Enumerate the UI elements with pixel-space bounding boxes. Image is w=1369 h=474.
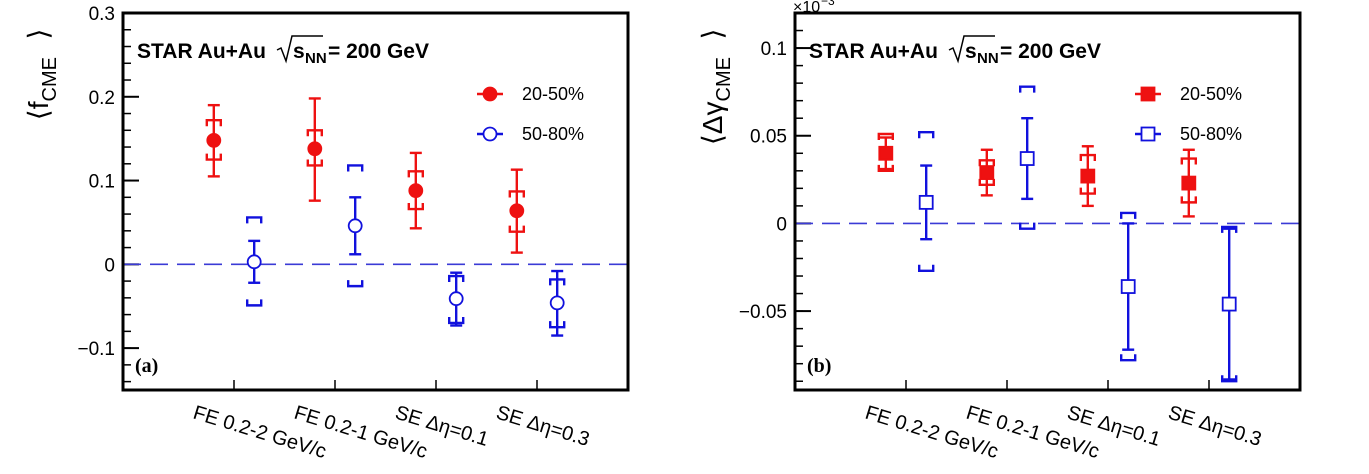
y-tick-label: 0.3 bbox=[89, 4, 115, 25]
sys-error-bracket bbox=[205, 153, 222, 161]
sys-error-bracket bbox=[1019, 222, 1036, 230]
sys-error-bracket bbox=[448, 274, 465, 283]
data-point bbox=[918, 194, 934, 210]
y-tick-label: 0.05 bbox=[750, 127, 787, 148]
y-axis-label-subscript: CME bbox=[713, 57, 735, 101]
legend-label: 20-50% bbox=[522, 84, 584, 104]
sys-error-bracket bbox=[205, 119, 222, 127]
sys-error-bracket bbox=[1079, 187, 1096, 195]
data-point bbox=[206, 132, 222, 148]
sys-error-bracket bbox=[448, 316, 465, 325]
plot-frame bbox=[121, 11, 630, 392]
sys-error-bracket bbox=[1120, 211, 1137, 219]
sys-error-bracket bbox=[508, 225, 525, 233]
data-point bbox=[1019, 151, 1035, 166]
y-tick-label: 0 bbox=[104, 255, 115, 276]
sys-error-bracket bbox=[246, 216, 263, 224]
data-point bbox=[246, 254, 262, 270]
legend-marker bbox=[482, 86, 498, 102]
y-tick-label: 0.1 bbox=[89, 172, 115, 193]
x-category-label: SE Δη=0.3 bbox=[1166, 402, 1264, 451]
sys-error-bracket bbox=[306, 129, 323, 137]
sys-error-bracket bbox=[1221, 225, 1238, 233]
sqrt-symbol bbox=[948, 35, 995, 64]
header-label: STAR Au+Au bbox=[809, 40, 938, 63]
header-sqrt-var: s bbox=[965, 40, 977, 63]
y-tick-label: −0.1 bbox=[77, 339, 115, 360]
header-subscript: NN bbox=[305, 50, 327, 67]
plot-frame bbox=[793, 11, 1302, 392]
y-axis-label-close: ⟩ bbox=[697, 29, 728, 40]
sqrt-symbol bbox=[276, 35, 323, 64]
y-axis-label-close: ⟩ bbox=[23, 29, 54, 40]
legend-label: 20-50% bbox=[1180, 84, 1242, 104]
x-category-label: SE Δη=0.3 bbox=[494, 402, 592, 451]
sys-error-bracket bbox=[508, 190, 525, 198]
data-point bbox=[509, 203, 525, 219]
legend-marker bbox=[1140, 126, 1156, 142]
sys-error-bracket bbox=[549, 278, 566, 286]
data-point bbox=[1080, 168, 1096, 184]
sys-error-bracket bbox=[1120, 354, 1137, 362]
y-tick-label: 0 bbox=[776, 214, 787, 235]
y-multiplier-exponent: −3 bbox=[821, 0, 835, 8]
sys-error-bracket bbox=[1019, 85, 1036, 93]
y-tick-label: 0.2 bbox=[89, 88, 115, 109]
header-subscript: NN bbox=[977, 50, 999, 67]
sys-error-bracket bbox=[1180, 196, 1197, 204]
data-point bbox=[1181, 175, 1197, 191]
data-point bbox=[408, 183, 424, 199]
data-point bbox=[1221, 296, 1237, 312]
legend-label: 50-80% bbox=[1180, 124, 1242, 144]
sys-error-bracket bbox=[978, 178, 995, 187]
header-energy: = 200 GeV bbox=[328, 40, 429, 63]
y-tick-label: 0.1 bbox=[761, 39, 787, 60]
header-sqrt-var: s bbox=[293, 40, 305, 63]
data-point bbox=[1120, 279, 1136, 294]
sys-error-bracket bbox=[877, 132, 894, 140]
data-point bbox=[448, 291, 464, 307]
data-point bbox=[979, 165, 995, 180]
sys-error-bracket bbox=[347, 280, 364, 288]
sys-error-bracket bbox=[407, 203, 424, 211]
sys-error-bracket bbox=[347, 164, 364, 172]
data-point bbox=[878, 145, 894, 161]
legend-marker bbox=[1140, 86, 1156, 102]
sys-error-bracket bbox=[549, 321, 566, 329]
y-tick-label: −0.05 bbox=[739, 302, 787, 323]
sys-error-bracket bbox=[918, 131, 935, 139]
sys-error-bracket bbox=[1180, 157, 1197, 165]
sys-error-bracket bbox=[918, 264, 935, 272]
sys-error-bracket bbox=[306, 159, 323, 167]
legend-label: 50-80% bbox=[522, 124, 584, 144]
sys-error-bracket bbox=[246, 299, 263, 307]
header-energy: = 200 GeV bbox=[1000, 40, 1101, 63]
panel-label: (b) bbox=[807, 355, 831, 377]
panel-a: −0.100.10.20.3FE 0.2-2 GeV/cFE 0.2-1 GeV… bbox=[23, 4, 630, 463]
legend-marker bbox=[482, 126, 498, 142]
sys-error-bracket bbox=[978, 159, 995, 167]
header-label: STAR Au+Au bbox=[137, 40, 266, 63]
panel-label: (a) bbox=[135, 355, 158, 377]
y-axis-label-subscript: CME bbox=[39, 57, 61, 101]
data-point bbox=[549, 295, 565, 311]
sys-error-bracket bbox=[407, 170, 424, 178]
y-axis-label-main: ⟨Δγ bbox=[697, 102, 728, 146]
sys-error-bracket bbox=[1079, 153, 1096, 162]
data-point bbox=[307, 141, 323, 157]
sys-error-bracket bbox=[877, 164, 894, 173]
y-axis-label-main: ⟨f bbox=[23, 101, 54, 120]
sys-error-bracket bbox=[1221, 375, 1238, 383]
data-point bbox=[347, 218, 363, 234]
